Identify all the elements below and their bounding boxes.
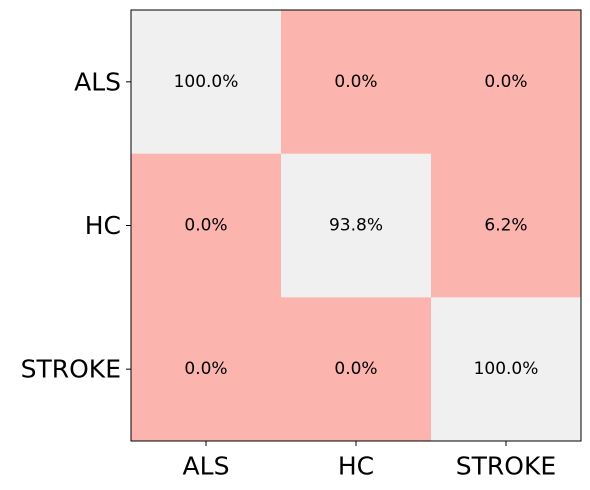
heatmap-cell-hc-hc bbox=[281, 153, 432, 298]
heatmap-cell-hc-stroke bbox=[431, 153, 582, 298]
cell-value-label: 93.8% bbox=[329, 216, 383, 236]
cell-value-label: 0.0% bbox=[184, 359, 227, 379]
heatmap-cell-hc-als bbox=[131, 153, 282, 298]
y-axis-ticks: ALS HC STROKE bbox=[21, 67, 131, 384]
cell-value-label: 0.0% bbox=[484, 72, 527, 92]
heatmap-cell-labels: 100.0% 0.0% 0.0% 0.0% 93.8% 6.2% 0.0% 0.0% 100.0… bbox=[174, 72, 539, 379]
heatmap-cell-als-als bbox=[131, 10, 282, 155]
heatmap-cells bbox=[131, 10, 582, 442]
x-tick-label: ALS bbox=[183, 452, 230, 481]
y-tick-label: HC bbox=[85, 211, 121, 240]
heatmap-cell-als-hc bbox=[281, 10, 432, 155]
heatmap-cell-stroke-stroke bbox=[431, 297, 582, 442]
heatmap-cell-stroke-als bbox=[131, 297, 282, 442]
cell-value-label: 0.0% bbox=[184, 216, 227, 236]
x-tick-label: STROKE bbox=[456, 452, 556, 481]
cell-value-label: 0.0% bbox=[334, 72, 377, 92]
x-tick-label: HC bbox=[338, 452, 374, 481]
cell-value-label: 100.0% bbox=[174, 72, 239, 92]
cell-value-label: 0.0% bbox=[334, 359, 377, 379]
heatmap-cell-als-stroke bbox=[431, 10, 582, 155]
y-tick-label: STROKE bbox=[21, 355, 121, 384]
cell-value-label: 100.0% bbox=[474, 359, 539, 379]
cell-value-label: 6.2% bbox=[484, 216, 527, 236]
y-tick-label: ALS bbox=[74, 67, 121, 96]
x-axis-ticks: ALS HC STROKE bbox=[183, 441, 556, 481]
heatmap-cell-stroke-hc bbox=[281, 297, 432, 442]
